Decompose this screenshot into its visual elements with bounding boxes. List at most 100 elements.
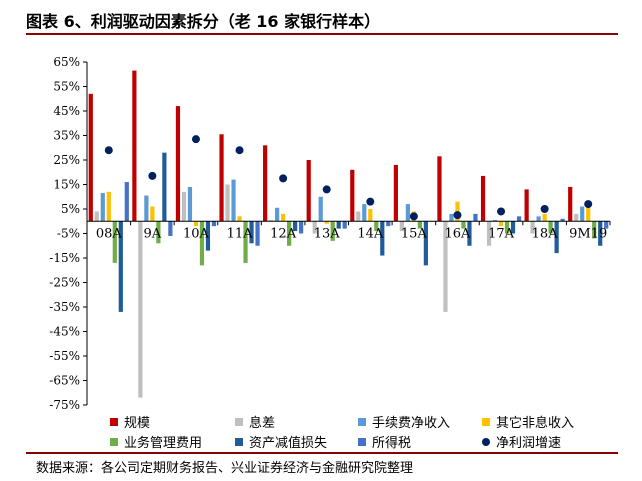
legend-item-net-profit-growth: 净利润增速	[482, 432, 561, 451]
bar-s1-c4	[269, 220, 274, 222]
legend-item-margin: 息差	[235, 412, 275, 431]
bar-s5-c7	[423, 221, 428, 266]
legend-item-fee-income: 手续费净收入	[358, 412, 450, 431]
dot-net-profit-growth-4	[279, 174, 288, 183]
bar-s2-c8	[449, 213, 454, 222]
bar-s6-c11	[604, 221, 609, 229]
x-tick-label-1: 9A	[144, 226, 162, 241]
bar-s4-c8	[461, 221, 466, 229]
dot-net-profit-growth-0	[104, 146, 113, 155]
bar-s6-c10	[560, 218, 565, 222]
bar-s6-c0	[124, 182, 129, 222]
bar-s0-c9	[480, 175, 486, 222]
dot-net-profit-growth-3	[235, 146, 244, 155]
bar-s1-c3	[225, 184, 230, 222]
dot-net-profit-growth-6	[366, 197, 375, 206]
bar-s3-c4	[281, 213, 286, 222]
legend-label-margin: 息差	[249, 416, 276, 431]
bar-s4-c7	[417, 221, 422, 229]
bar-s3-c3	[237, 216, 242, 222]
bar-s3-c10	[542, 213, 547, 222]
bar-s3-c6	[368, 209, 373, 222]
bar-s3-c9	[498, 221, 504, 227]
bar-s5-c5	[336, 221, 341, 229]
legend-label-scale: 规模	[124, 416, 151, 431]
x-tick-label-10: 18A	[532, 226, 559, 241]
chart-title: 图表 6、利润驱动因素拆分（老 16 家银行样本）	[26, 12, 381, 31]
dot-net-profit-growth-2	[191, 135, 200, 144]
y-tick-label-11: 35%	[53, 129, 80, 143]
bar-s4-c11	[592, 221, 597, 239]
bar-s1-c5	[312, 221, 317, 234]
bar-s0-c0	[88, 93, 93, 222]
bar-s1-c8	[443, 221, 448, 312]
bar-s0-c5	[306, 160, 311, 222]
bar-s1-c9	[486, 221, 492, 246]
bar-s3-c11	[586, 206, 591, 222]
bar-s2-c2	[187, 186, 193, 222]
bar-s2-c0	[100, 193, 105, 222]
bar-s5-c10	[554, 221, 559, 254]
bar-s2-c3	[231, 179, 236, 222]
bar-s3-c5	[324, 221, 329, 224]
bar-s4-c5	[330, 221, 335, 241]
bar-s3-c0	[106, 191, 111, 222]
bar-s2-c6	[362, 204, 367, 222]
legend-swatch-tax	[358, 437, 366, 446]
bar-s5-c2	[205, 221, 211, 251]
bar-s2-c10	[536, 216, 541, 222]
y-tick-label-9: 15%	[53, 178, 80, 192]
legend-swatch-impairment	[235, 437, 243, 446]
y-tick-label-10: 25%	[53, 153, 80, 167]
bar-s2-c4	[275, 207, 280, 222]
dot-net-profit-growth-7	[409, 212, 418, 221]
bar-s6-c2	[211, 221, 217, 227]
y-tick-label-13: 55%	[53, 80, 80, 94]
bar-s1-c6	[356, 211, 361, 222]
legend-label-impairment: 资产减值损失	[249, 436, 328, 451]
bar-s4-c1	[156, 221, 161, 244]
x-tick-label-11: 9M19	[569, 226, 607, 241]
y-tick-label-7: -5%	[57, 227, 80, 241]
bar-s5-c8	[467, 221, 472, 246]
x-tick-label-6: 14A	[357, 226, 384, 241]
legend-label-opex: 业务管理费用	[124, 436, 203, 451]
bar-s0-c1	[132, 70, 137, 222]
bar-s0-c7	[393, 164, 398, 222]
y-tick-label-0: -75%	[49, 398, 80, 412]
bar-s2-c5	[318, 196, 323, 222]
bar-s1-c11	[574, 213, 579, 222]
dot-net-profit-growth-8	[453, 211, 462, 220]
y-tick-label-6: -15%	[49, 251, 80, 265]
bar-s3-c2	[193, 221, 199, 227]
bar-s1-c2	[181, 191, 187, 222]
bar-s5-c3	[249, 221, 254, 244]
bar-s1-c7	[399, 221, 404, 232]
dot-net-profit-growth-5	[322, 185, 331, 194]
bar-s4-c6	[374, 221, 379, 232]
bar-s2-c11	[580, 206, 585, 222]
bar-s3-c1	[150, 206, 155, 222]
legend-label-tax: 所得税	[372, 436, 412, 451]
y-tick-label-2: -55%	[49, 349, 80, 363]
y-tick-label-3: -45%	[49, 325, 80, 339]
y-tick-label-12: 45%	[53, 104, 80, 118]
dot-net-profit-growth-1	[148, 171, 157, 180]
bar-s4-c0	[112, 221, 117, 263]
bar-s2-c9	[492, 220, 498, 222]
y-tick-label-14: 65%	[53, 55, 80, 69]
legend-swatch-scale	[110, 417, 118, 426]
bar-s4-c3	[243, 221, 248, 263]
legend-item-other-income: 其它非息收入	[482, 412, 574, 431]
y-tick-label-8: 5%	[61, 202, 80, 216]
bar-s6-c3	[255, 221, 260, 246]
bar-s1-c10	[530, 221, 535, 234]
legend-label-other-income: 其它非息收入	[496, 416, 575, 431]
dot-net-profit-growth-10	[540, 205, 549, 213]
x-tick-label-9: 17A	[488, 226, 515, 241]
legend-swatch-other-income	[482, 417, 490, 426]
bar-s5-c0	[118, 221, 123, 312]
bar-s5-c9	[510, 221, 516, 234]
x-tick-label-7: 15A	[401, 226, 428, 241]
